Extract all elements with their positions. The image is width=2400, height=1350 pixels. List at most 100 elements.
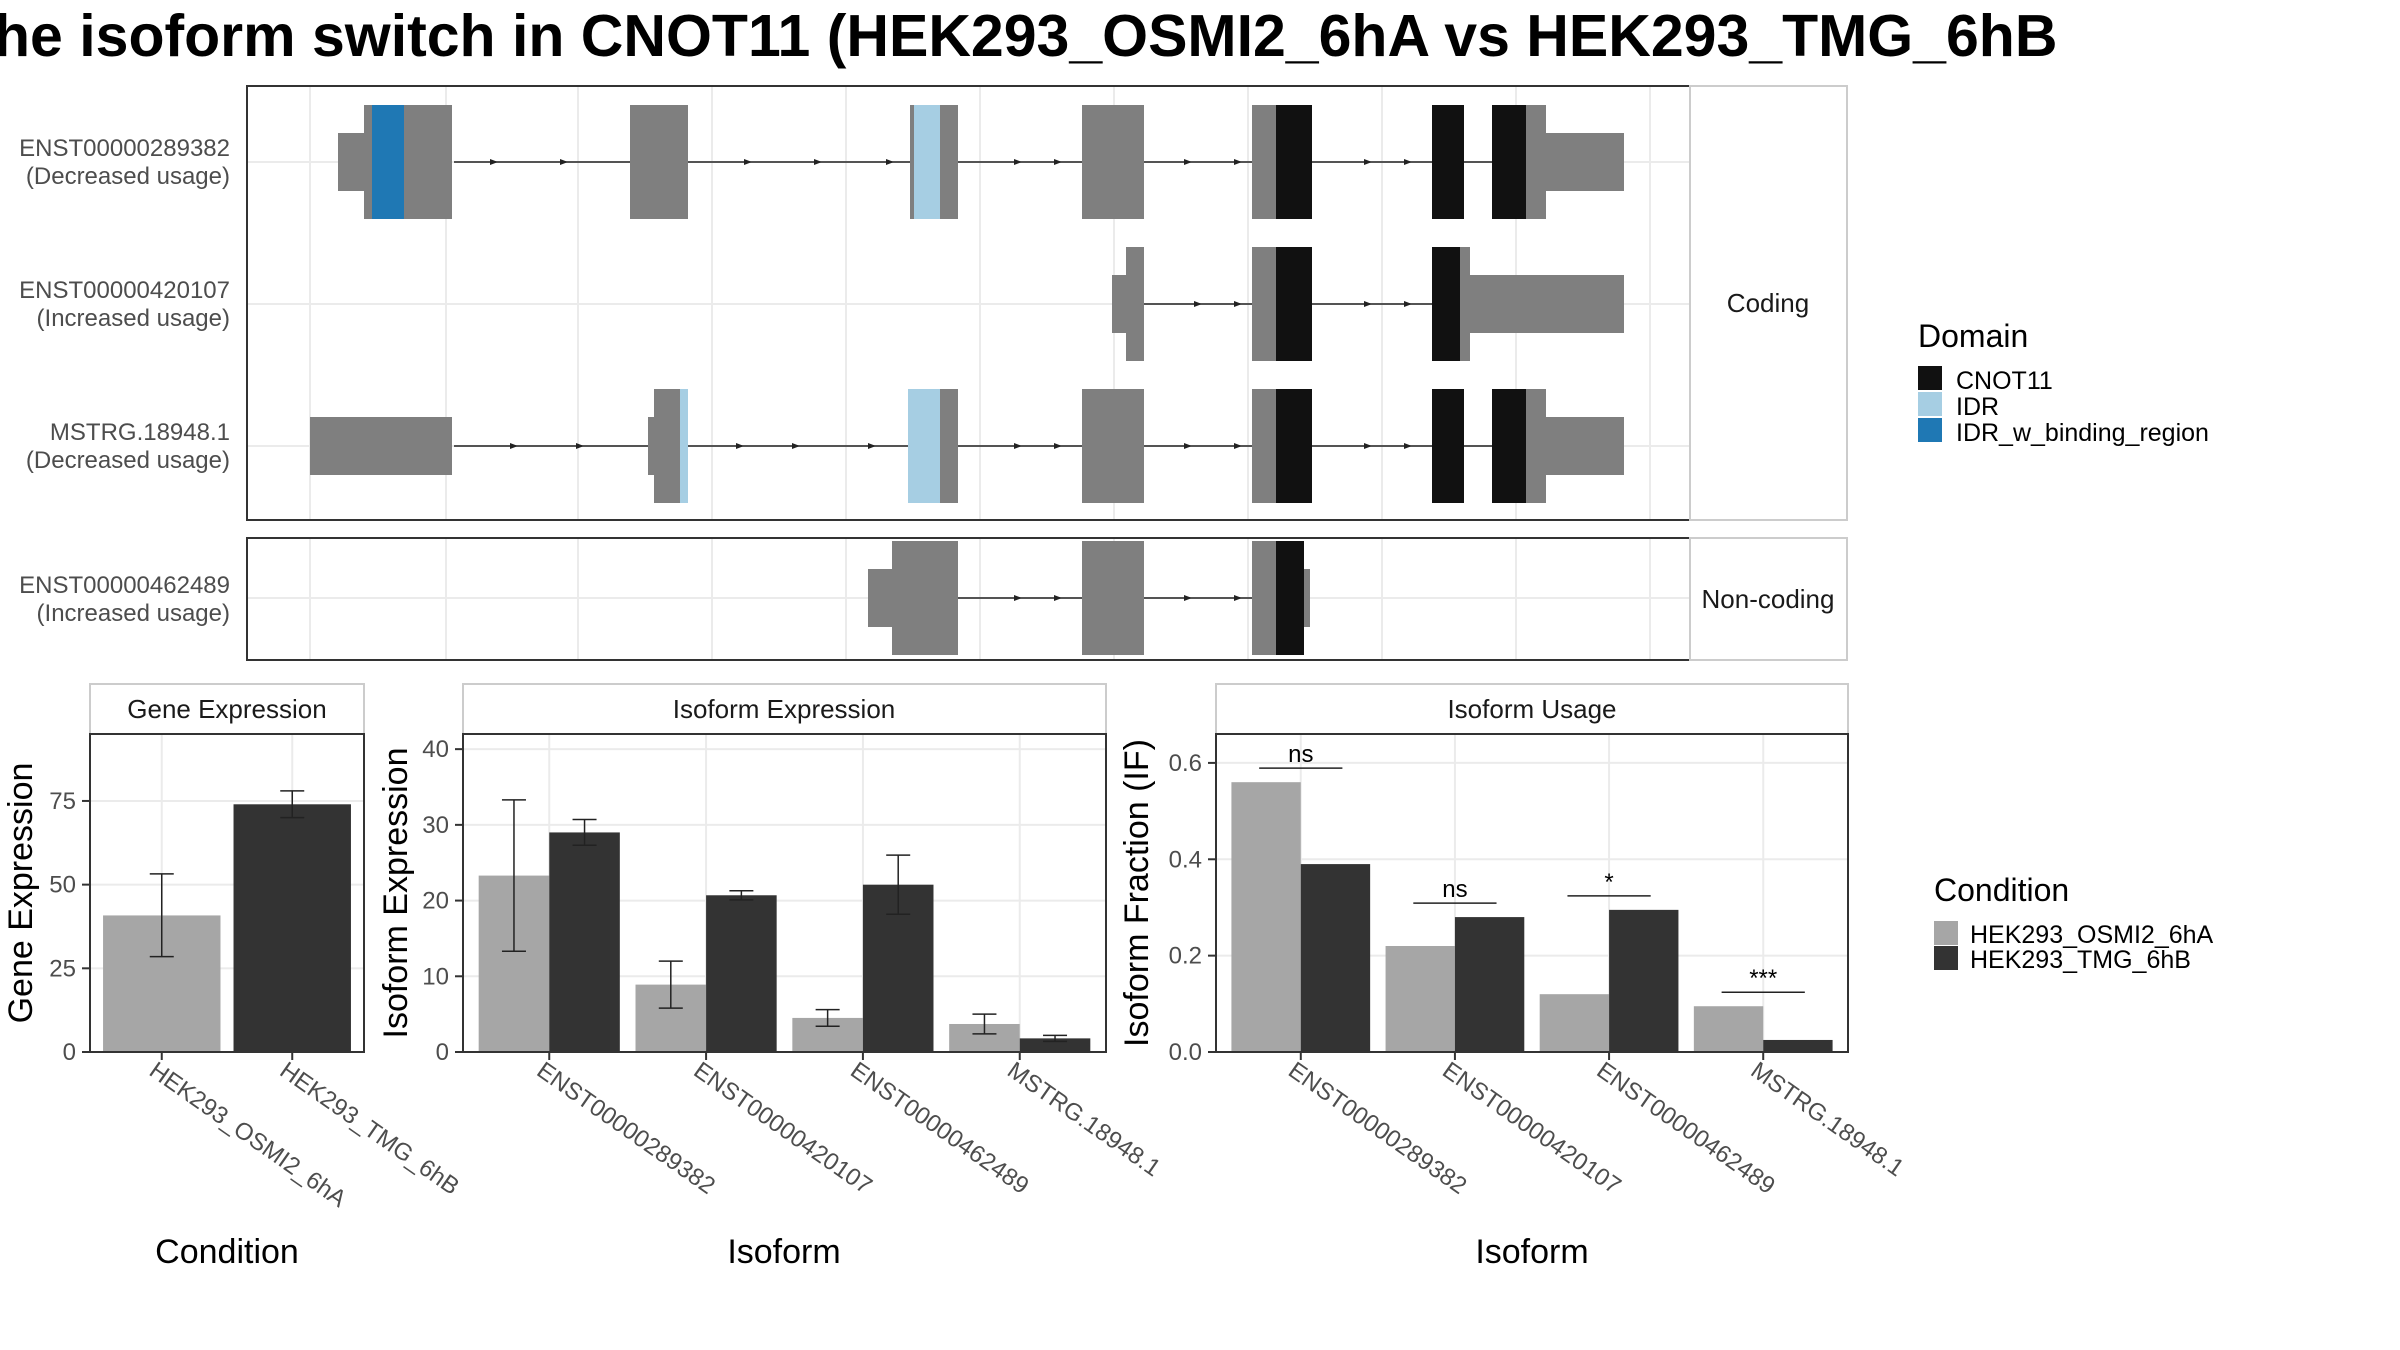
domain-cnot11 <box>1432 105 1464 219</box>
coding-exon <box>364 105 372 219</box>
domain-legend-title: Domain <box>1918 318 2028 354</box>
domain-idr <box>680 389 688 503</box>
legend-label-idr: IDR <box>1956 393 1999 421</box>
domain-cnot11 <box>1492 105 1526 219</box>
coding-exon <box>1526 389 1546 503</box>
coding-exon <box>1252 389 1276 503</box>
domain-cnot11 <box>1276 389 1312 503</box>
x-tick-label: MSTRG.18948.1 <box>1746 1057 1909 1182</box>
bar <box>233 804 351 1052</box>
coding-exon <box>404 105 452 219</box>
track-label-id: MSTRG.18948.1 <box>50 419 230 446</box>
bar <box>1231 782 1301 1052</box>
legend-label-idr-w-binding-region: IDR_w_binding_region <box>1956 419 2209 447</box>
noncoding-strip <box>1689 537 1848 661</box>
coding-exon <box>940 105 958 219</box>
coding-exon <box>1082 541 1144 655</box>
isoform-expression-strip <box>462 683 1107 735</box>
coding-strip <box>1689 85 1848 521</box>
intron-direction-arrow <box>1234 443 1242 449</box>
intron-direction-arrow <box>1014 595 1022 601</box>
intron-direction-arrow <box>1054 443 1062 449</box>
legend-swatch-cnot11 <box>1918 366 1942 390</box>
condition-legend-title: Condition <box>1934 872 2069 908</box>
intron-direction-arrow <box>736 443 744 449</box>
gene-expression-y-title: Gene Expression <box>2 763 40 1024</box>
utr-exon <box>1546 133 1624 191</box>
legend-label-condition-b: HEK293_TMG_6hB <box>1970 946 2191 974</box>
significance-label: *** <box>1749 965 1777 992</box>
isoform-expression-y-title: Isoform Expression <box>377 748 415 1039</box>
utr-exon <box>648 417 654 475</box>
isoform-expression-chart: Isoform Expression 010203040ENST00000289… <box>377 683 1165 1271</box>
utr-exon <box>338 133 364 191</box>
legend-label-cnot11: CNOT11 <box>1956 367 2053 395</box>
track-label-usage: (Decreased usage) <box>26 447 230 474</box>
intron-direction-arrow <box>1054 595 1062 601</box>
significance-label: * <box>1604 869 1613 896</box>
gene-expression-x-title: Condition <box>155 1233 299 1271</box>
bar <box>1019 1038 1091 1052</box>
intron-direction-arrow <box>1364 443 1372 449</box>
legend-swatch-condition-a <box>1934 921 1958 945</box>
intron-direction-arrow <box>1184 159 1192 165</box>
coding-exon <box>630 105 688 219</box>
y-tick-label: 0.4 <box>1169 846 1202 873</box>
track-label-usage: (Increased usage) <box>37 600 230 627</box>
coding-exon <box>1460 247 1470 361</box>
coding-exon <box>654 389 680 503</box>
intron-direction-arrow <box>1184 595 1192 601</box>
utr-exon <box>868 569 892 627</box>
y-tick-label: 0 <box>436 1039 449 1066</box>
structure-noncoding-panel: Non-coding <box>246 537 1848 661</box>
intron-direction-arrow <box>510 443 518 449</box>
coding-exon <box>1082 389 1144 503</box>
coding-strip-label: Coding <box>1727 288 1809 318</box>
intron-direction-arrow <box>792 443 800 449</box>
bar <box>1763 1039 1833 1052</box>
coding-exon <box>910 105 914 219</box>
bar <box>1385 946 1455 1052</box>
coding-exon <box>1252 105 1276 219</box>
track-enst00000289382 <box>338 105 1624 219</box>
coding-exon <box>1526 105 1546 219</box>
y-tick-label: 50 <box>49 872 76 899</box>
structure-coding-panel: Coding <box>246 85 1848 521</box>
y-tick-label: 75 <box>49 788 76 815</box>
intron-direction-arrow <box>1234 595 1242 601</box>
legend-swatch-condition-b <box>1934 946 1958 970</box>
intron-direction-arrow <box>1404 443 1412 449</box>
y-tick-label: 0.2 <box>1169 943 1202 970</box>
domain-cnot11 <box>1276 105 1312 219</box>
track-label-id: ENST00000462489 <box>19 572 230 599</box>
y-tick-label: 0 <box>63 1039 76 1066</box>
coding-exon <box>892 541 958 655</box>
x-tick-label: MSTRG.18948.1 <box>1002 1057 1165 1182</box>
isoform-usage-y-title: Isoform Fraction (IF) <box>1118 739 1156 1047</box>
coding-exon <box>1082 105 1144 219</box>
legend-label-condition-a: HEK293_OSMI2_6hA <box>1970 921 2214 949</box>
bar <box>1609 909 1679 1052</box>
track-label-id: ENST00000420107 <box>19 277 230 304</box>
intron-direction-arrow <box>868 443 876 449</box>
isoform-expression-x-title: Isoform <box>727 1233 840 1271</box>
y-tick-label: 0.6 <box>1169 750 1202 777</box>
coding-exon <box>1126 247 1144 361</box>
track-labels: ENST00000289382 (Decreased usage) ENST00… <box>19 135 230 627</box>
bar <box>1454 917 1525 1052</box>
domain-cnot11 <box>1432 247 1460 361</box>
domain-cnot11 <box>1492 389 1526 503</box>
intron-direction-arrow <box>1364 159 1372 165</box>
isoform-expression-plot-border <box>462 733 1107 1053</box>
bar <box>706 895 777 1052</box>
track-label-id: ENST00000289382 <box>19 135 230 162</box>
intron-direction-arrow <box>1194 301 1202 307</box>
domain-idr <box>914 105 940 219</box>
intron-direction-arrow <box>490 159 498 165</box>
y-tick-label: 25 <box>49 955 76 982</box>
noncoding-strip-label: Non-coding <box>1702 584 1835 614</box>
intron-direction-arrow <box>1404 301 1412 307</box>
intron-direction-arrow <box>744 159 752 165</box>
intron-direction-arrow <box>1364 301 1372 307</box>
